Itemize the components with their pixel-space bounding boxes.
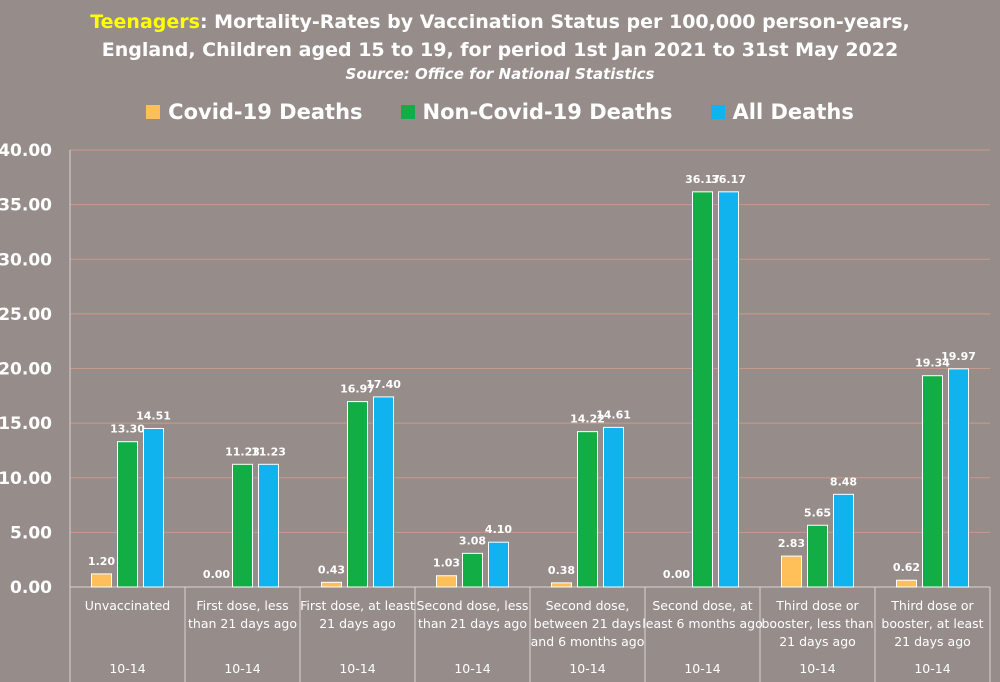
legend-item-2: All Deaths (710, 100, 854, 124)
y-tick-label: 40.00 (0, 141, 52, 161)
category-label: 21 days ago (894, 634, 971, 649)
data-label-0: 1.20 (88, 555, 115, 568)
age-group-label: 10-14 (569, 661, 605, 676)
data-label-2: 8.48 (830, 475, 857, 488)
bar-1 (922, 375, 943, 588)
chart-title-block: Teenagers: Mortality-Rates by Vaccinatio… (0, 8, 1000, 84)
category-label: First dose, at least (300, 598, 415, 613)
bar-1 (462, 552, 483, 588)
bar-1 (577, 431, 598, 588)
data-label-2: 14.51 (136, 409, 171, 422)
data-label-2: 17.40 (366, 378, 401, 391)
data-label-1: 36.17 (685, 173, 720, 186)
data-label-1: 5.65 (804, 506, 831, 519)
bar-0 (781, 555, 802, 588)
bar-2 (833, 493, 854, 588)
category-label: booster, at least (881, 616, 983, 631)
bar-1 (807, 524, 828, 588)
category-label: least 6 months ago (642, 616, 762, 631)
legend-label-1: Non-Covid-19 Deaths (422, 100, 673, 124)
chart-legend: Covid-19 Deaths Non-Covid-19 Deaths All De… (0, 100, 1000, 124)
bar-0 (896, 579, 917, 588)
legend-item-1: Non-Covid-19 Deaths (400, 100, 673, 124)
y-tick-label: 15.00 (0, 414, 52, 434)
category-label: First dose, less (196, 598, 288, 613)
category-label: than 21 days ago (418, 616, 527, 631)
age-group-label: 10-14 (454, 661, 490, 676)
age-group-label: 10-14 (684, 661, 720, 676)
legend-label-0: Covid-19 Deaths (168, 100, 363, 124)
data-label-0: 0.43 (318, 563, 345, 576)
chart-title-line-1: Teenagers: Mortality-Rates by Vaccinatio… (0, 8, 1000, 36)
y-tick-label: 30.00 (0, 250, 52, 270)
bar-2 (373, 396, 394, 588)
category-label: than 21 days ago (188, 616, 297, 631)
bar-1 (117, 441, 138, 588)
category-label: booster, less than (762, 616, 874, 631)
category-label: Third dose or (890, 598, 974, 613)
data-label-1: 13.30 (110, 423, 145, 436)
category-label: 21 days ago (319, 616, 396, 631)
legend-item-0: Covid-19 Deaths (146, 100, 363, 124)
data-label-0: 1.03 (433, 557, 460, 570)
bar-2 (258, 463, 279, 588)
age-group-label: 10-14 (109, 661, 145, 676)
data-label-2: 36.17 (711, 173, 746, 186)
category-label: Second dose, less (417, 598, 529, 613)
y-tick-label: 20.00 (0, 360, 52, 380)
bar-2 (603, 426, 624, 588)
data-label-0: 0.00 (203, 568, 230, 581)
data-label-0: 0.38 (548, 564, 575, 577)
data-label-2: 14.61 (596, 408, 631, 421)
chart-title-line-2: England, Children aged 15 to 19, for per… (101, 39, 899, 61)
chart-source: Source: Office for National Statistics (345, 65, 655, 83)
data-label-1: 11.23 (225, 445, 260, 458)
bar-1 (347, 401, 368, 588)
bar-0 (321, 581, 342, 588)
data-label-0: 0.62 (893, 561, 920, 574)
age-group-label: 10-14 (799, 661, 835, 676)
data-label-0: 0.00 (663, 568, 690, 581)
title-highlight: Teenagers (90, 11, 200, 33)
category-label: and 6 months ago (531, 634, 645, 649)
legend-swatch-2 (710, 105, 725, 119)
age-group-label: 10-14 (339, 661, 375, 676)
y-tick-label: 0.00 (10, 578, 52, 598)
bar-2 (948, 368, 969, 588)
legend-swatch-1 (400, 105, 415, 119)
data-label-2: 11.23 (251, 445, 286, 458)
data-label-1: 14.22 (570, 413, 605, 426)
bar-2 (488, 541, 509, 588)
category-label: Third dose or (775, 598, 859, 613)
data-label-1: 19.34 (915, 357, 950, 370)
category-label: between 21 days (534, 616, 641, 631)
y-tick-label: 5.00 (10, 523, 52, 543)
data-label-1: 16.97 (340, 383, 375, 396)
category-label: Second dose, (546, 598, 630, 613)
bar-0 (436, 575, 457, 588)
legend-swatch-0 (146, 105, 161, 119)
bar-1 (232, 463, 253, 588)
bar-2 (718, 191, 739, 588)
y-tick-label: 10.00 (0, 469, 52, 489)
data-label-2: 19.97 (941, 350, 976, 363)
category-label: Second dose, at (652, 598, 752, 613)
bar-1 (692, 191, 713, 588)
y-tick-label: 25.00 (0, 305, 52, 325)
title-line-1-rest: : Mortality-Rates by Vaccination Status … (199, 11, 910, 33)
y-tick-label: 35.00 (0, 196, 52, 216)
legend-label-2: All Deaths (732, 100, 854, 124)
bar-0 (91, 573, 112, 588)
data-label-0: 2.83 (778, 537, 805, 550)
bar-0 (551, 582, 572, 588)
age-group-label: 10-14 (224, 661, 260, 676)
age-group-label: 10-14 (914, 661, 950, 676)
category-label: 21 days ago (779, 634, 856, 649)
category-label: Unvaccinated (85, 598, 170, 613)
data-label-1: 3.08 (459, 534, 486, 547)
bar-2 (143, 427, 164, 588)
data-label-2: 4.10 (485, 523, 512, 536)
